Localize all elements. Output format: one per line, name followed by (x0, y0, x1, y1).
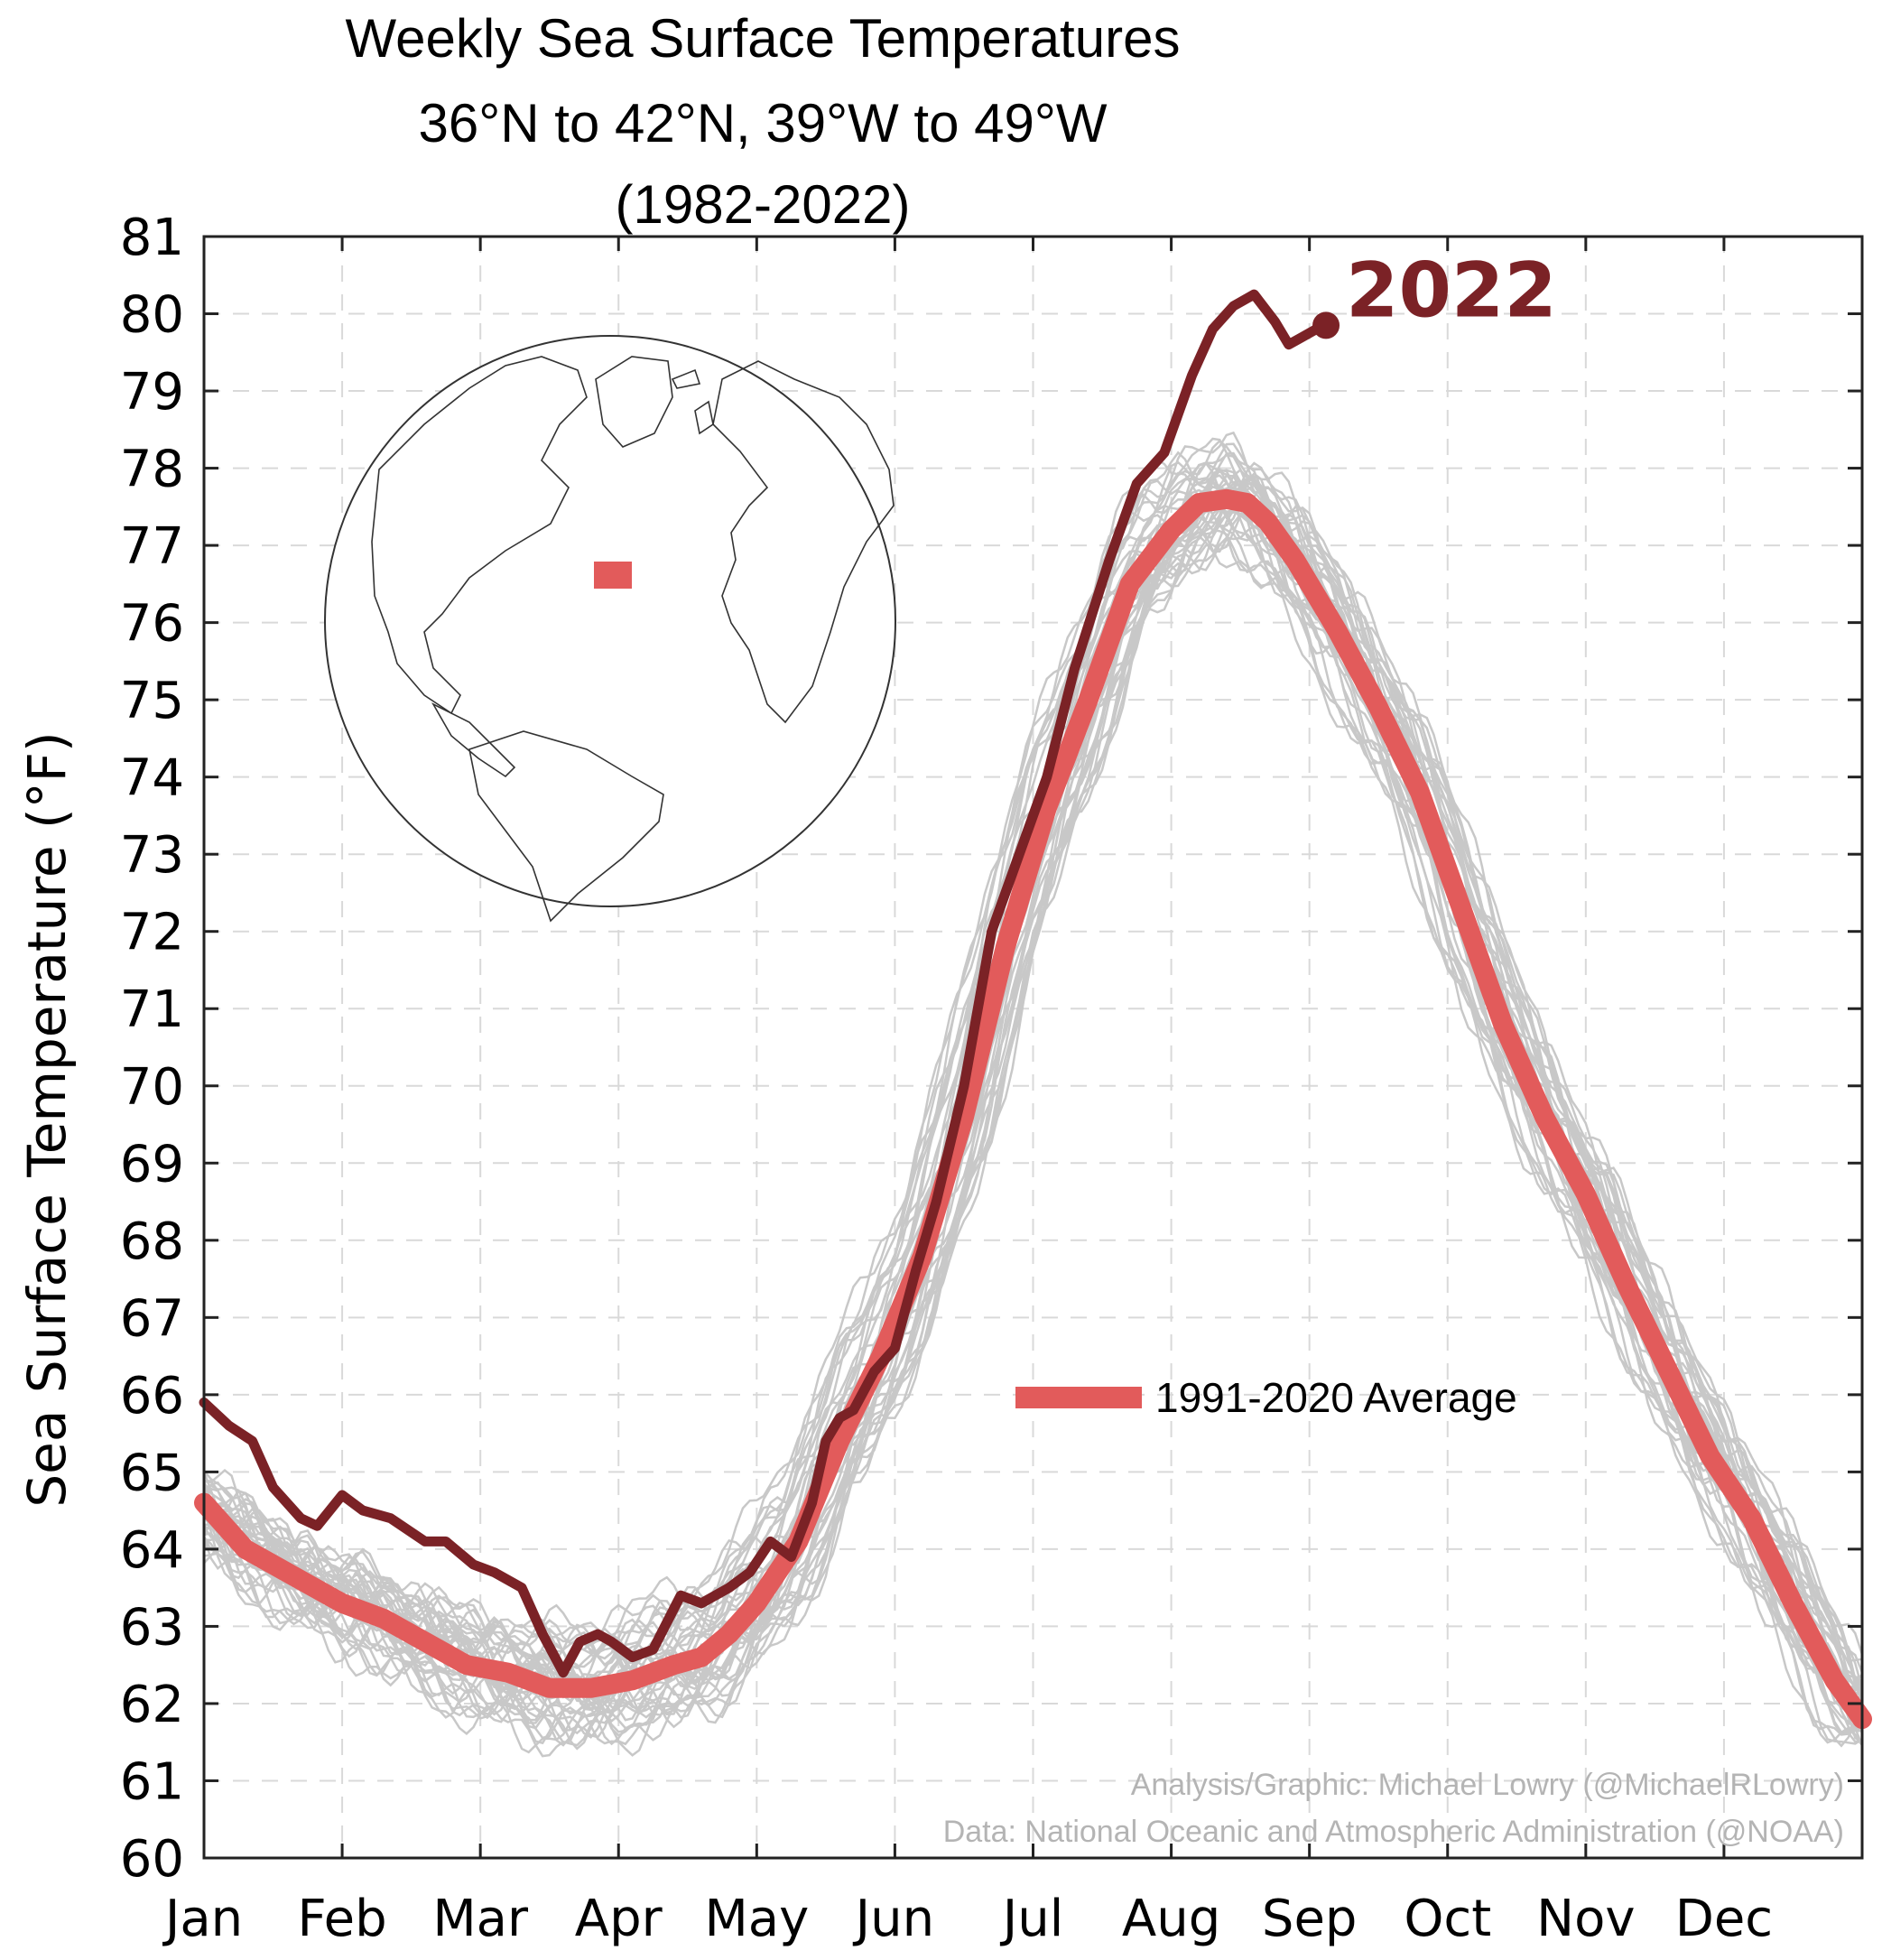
x-tick-label: Jul (1000, 1890, 1064, 1948)
globe-land-south-america (468, 730, 664, 923)
series-line-2022 (199, 289, 1331, 1678)
y-tick-label: 65 (120, 1444, 184, 1502)
x-tick-label: Dec (1675, 1890, 1773, 1948)
x-axis-tick-labels: Jan Feb Mar Apr May Jun Jul Aug Sep Oct Nov Dec (162, 1890, 1773, 1948)
globe-land-europe-africa (712, 360, 895, 724)
axis-ticks (202, 235, 1862, 1860)
chart-subtitle-years: (1982-2022) (615, 174, 911, 235)
y-tick-label: 79 (120, 363, 184, 422)
y-tick-label: 76 (120, 595, 184, 654)
y-tick-label: 69 (120, 1135, 184, 1194)
y-tick-label: 70 (120, 1058, 184, 1117)
y-tick-label: 74 (120, 749, 184, 808)
x-tick-label: Nov (1536, 1890, 1635, 1948)
globe-region-marker (594, 562, 632, 589)
legend: 1991-2020 Average (1015, 1374, 1517, 1421)
inset-globe-map (324, 335, 896, 923)
x-tick-label: Aug (1122, 1890, 1220, 1948)
chart-title: Weekly Sea Surface Temperatures (345, 8, 1181, 69)
chart-subtitle-region: 36°N to 42°N, 39°W to 49°W (418, 93, 1108, 153)
x-tick-label: Apr (575, 1890, 663, 1948)
y-tick-label: 63 (120, 1598, 184, 1657)
y-tick-label: 67 (120, 1289, 184, 1348)
y-tick-label: 62 (120, 1676, 184, 1734)
y-tick-label: 60 (120, 1830, 184, 1889)
y-tick-label: 66 (120, 1367, 184, 1426)
x-tick-label: Oct (1404, 1890, 1491, 1948)
y-tick-label: 75 (120, 672, 184, 730)
y-tick-label: 64 (120, 1521, 184, 1580)
series-line-average (194, 488, 1872, 1730)
x-tick-label: Sep (1262, 1890, 1358, 1948)
y-tick-label: 71 (120, 980, 184, 1039)
globe-land-iceland (671, 368, 701, 389)
y-tick-label: 68 (120, 1212, 184, 1271)
y-tick-label: 80 (120, 286, 184, 345)
y-tick-label: 77 (120, 517, 184, 576)
y-axis-tick-labels: 60 61 62 63 64 65 66 67 68 69 70 71 72 73 74 75 76 77 78 79… (120, 209, 184, 1889)
legend-label-average: 1991-2020 Average (1155, 1374, 1517, 1421)
globe-land-central-america (431, 702, 516, 778)
globe-land-uk (694, 400, 714, 435)
y-tick-label: 78 (120, 441, 184, 499)
series-label-2022: 2022 (1346, 246, 1557, 334)
historical-year-line (202, 451, 1863, 1714)
series-endpoint-2022 (1312, 311, 1340, 339)
y-tick-label: 72 (120, 904, 184, 962)
x-tick-label: Feb (298, 1890, 387, 1948)
x-tick-label: Mar (432, 1890, 529, 1948)
y-tick-label: 81 (120, 209, 184, 267)
y-axis-label: Sea Surface Temperature (°F) (16, 731, 78, 1507)
credit-analysis: Analysis/Graphic: Michael Lowry (@Michae… (1131, 1768, 1844, 1802)
globe-outline (324, 335, 896, 907)
credit-data-source: Data: National Oceanic and Atmospheric A… (943, 1815, 1844, 1849)
globe-land-greenland (595, 356, 673, 448)
globe-land-north-america (371, 356, 588, 715)
y-tick-label: 61 (120, 1752, 184, 1811)
y-tick-label: 73 (120, 826, 184, 885)
x-tick-label: Jun (853, 1890, 935, 1948)
series-lines (194, 289, 1872, 1730)
x-tick-label: Jan (162, 1890, 243, 1948)
x-tick-label: May (704, 1890, 809, 1948)
